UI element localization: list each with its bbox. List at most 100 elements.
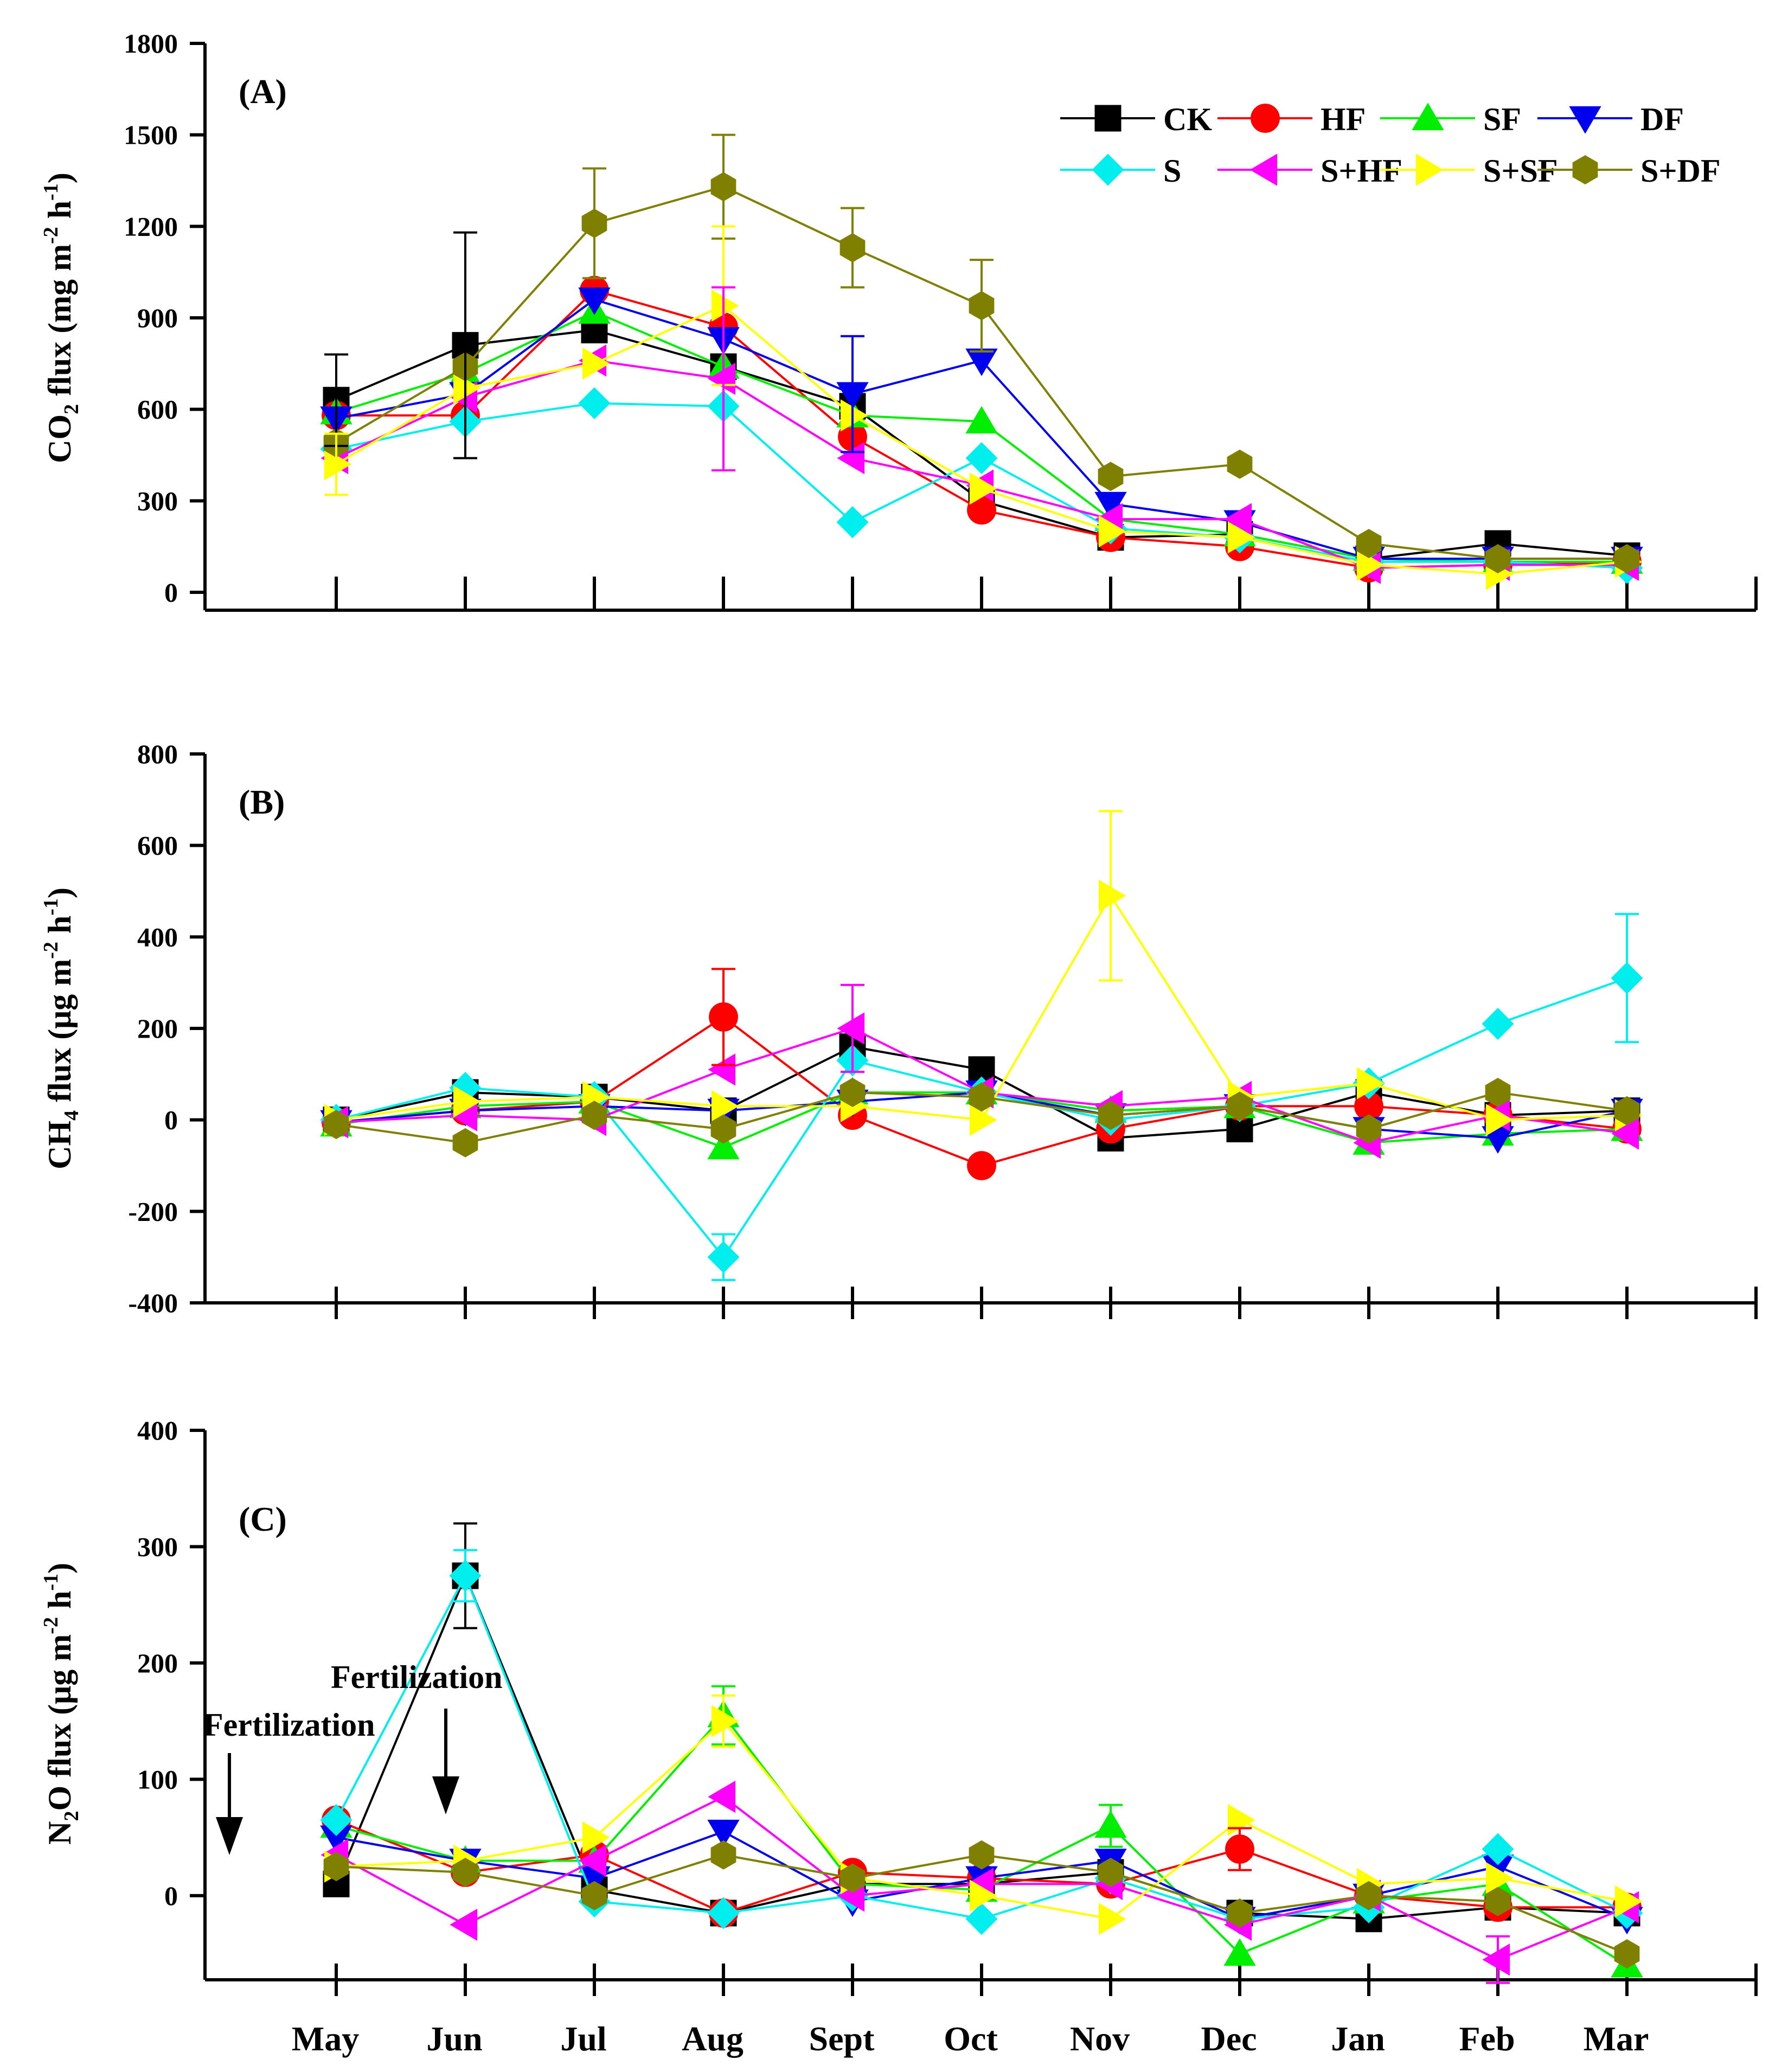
- data-point: [965, 406, 998, 434]
- data-point: [711, 289, 739, 322]
- fertilization-label: Fertilization: [203, 1707, 375, 1743]
- data-point: [969, 472, 997, 505]
- fertilization-arrowhead: [432, 1776, 459, 1814]
- data-point: [1356, 1114, 1382, 1144]
- data-point: [578, 387, 611, 419]
- data-point: [1485, 1078, 1511, 1108]
- x-tick-label: May: [292, 2019, 359, 2058]
- data-point: [965, 442, 998, 475]
- series-s-df: [323, 1840, 1640, 1969]
- data-point: [450, 1908, 478, 1941]
- legend-item: S+SF: [1380, 153, 1558, 189]
- error-bar: [712, 968, 735, 1066]
- data-point: [452, 1858, 478, 1887]
- data-point: [711, 1705, 739, 1737]
- data-point: [578, 287, 611, 315]
- legend-marker: [1094, 105, 1121, 132]
- legend-label: CK: [1163, 101, 1212, 137]
- y-tick-label: 400: [137, 922, 178, 952]
- y-tick-label: 1200: [124, 211, 178, 241]
- y-label-part: ): [42, 172, 78, 183]
- legend-label: S+DF: [1640, 153, 1721, 189]
- data-point: [1098, 515, 1126, 548]
- legend-marker: [1415, 154, 1444, 186]
- y-tick-label: 300: [137, 1531, 178, 1562]
- fertilization-annotations: Fertilization Fertilization: [203, 1659, 503, 1855]
- legend-marker: [1249, 154, 1278, 186]
- data-point: [1227, 521, 1255, 554]
- data-point: [969, 1879, 997, 1912]
- data-point: [840, 399, 868, 432]
- y-tick-label: 1500: [124, 120, 178, 150]
- legend-item: S: [1060, 153, 1181, 189]
- y-label-part: ): [42, 1563, 78, 1574]
- data-point: [1227, 1091, 1253, 1121]
- data-point: [453, 1085, 481, 1118]
- series-s-df: [323, 172, 1640, 574]
- legend-item: S+HF: [1217, 153, 1402, 189]
- data-point: [1356, 1881, 1382, 1910]
- y-label-part: CO: [42, 414, 78, 463]
- data-point: [323, 1110, 349, 1140]
- y-tick-label: 200: [137, 1013, 178, 1044]
- error-bar: [970, 259, 994, 353]
- x-tick-label: Nov: [1070, 2019, 1130, 2058]
- data-point: [836, 506, 869, 539]
- data-point: [711, 1090, 739, 1123]
- data-point: [582, 1821, 610, 1854]
- data-point: [707, 1897, 740, 1929]
- data-point: [967, 1151, 996, 1180]
- data-point: [579, 1844, 607, 1877]
- legend-label: HF: [1321, 101, 1366, 137]
- legend-marker: [1412, 103, 1444, 131]
- data-point: [1098, 1101, 1124, 1130]
- panel-label: (B): [239, 783, 285, 821]
- data-point: [1227, 1804, 1255, 1837]
- data-point: [323, 1852, 349, 1882]
- legend-item: HF: [1217, 101, 1366, 137]
- y-tick-label: -400: [128, 1288, 178, 1318]
- legend-item: S+DF: [1537, 153, 1721, 189]
- legend-marker: [1569, 106, 1601, 134]
- y-label-part: 4: [60, 1110, 83, 1121]
- y-tick-label: 800: [137, 739, 178, 769]
- y-label-part: h: [42, 916, 78, 942]
- data-point: [1614, 544, 1640, 574]
- error-bar: [1486, 1935, 1510, 1984]
- legend-item: SF: [1380, 101, 1521, 137]
- data-point: [837, 1012, 865, 1045]
- x-tick-label: Jan: [1331, 2019, 1385, 2058]
- series-s-sf: [324, 289, 1643, 590]
- error-bar: [712, 1233, 735, 1281]
- data-point: [1224, 503, 1252, 535]
- data-point: [710, 1840, 736, 1870]
- y-tick-label: 0: [164, 577, 178, 607]
- data-point: [1614, 1939, 1640, 1969]
- data-point: [710, 1114, 736, 1144]
- data-point: [1482, 1008, 1514, 1040]
- y-label-part: 2: [60, 404, 83, 414]
- x-tick-label: Mar: [1584, 2019, 1649, 2058]
- panel-label: (C): [239, 1500, 287, 1538]
- error-bar: [453, 1549, 477, 1603]
- data-point: [320, 1804, 353, 1836]
- error-bar: [841, 983, 864, 1073]
- data-point: [1614, 1096, 1640, 1125]
- data-point: [1485, 1886, 1511, 1916]
- error-bar: [1615, 913, 1639, 1044]
- x-tick-label: Oct: [944, 2019, 998, 2058]
- y-tick-label: 300: [137, 485, 178, 516]
- error-bar: [841, 335, 864, 453]
- data-point: [839, 1863, 866, 1893]
- data-point: [708, 1053, 736, 1086]
- legend-item: DF: [1537, 101, 1684, 137]
- y-label-part: ): [42, 887, 78, 898]
- y-label-part: -1: [40, 183, 62, 201]
- legend-label: DF: [1640, 101, 1684, 137]
- x-tick-label: Jun: [426, 2019, 482, 2058]
- y-tick-label: -200: [128, 1196, 178, 1226]
- series-s-hf: [321, 1780, 1639, 1976]
- x-tick-label: Sept: [809, 2019, 875, 2058]
